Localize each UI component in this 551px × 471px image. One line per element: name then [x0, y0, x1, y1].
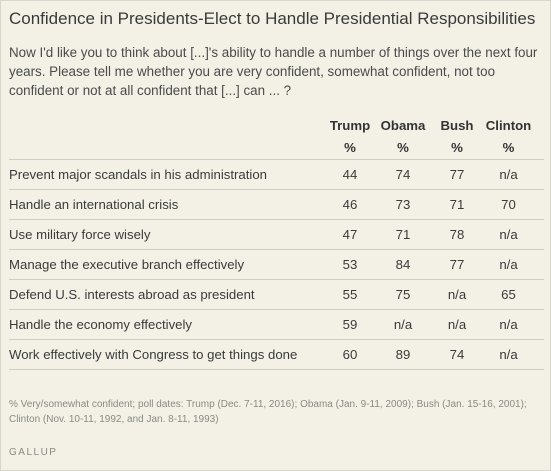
- cell-bush: 78: [449, 227, 465, 242]
- table-row: Handle an international crisis 46 73 71 …: [9, 190, 544, 220]
- row-label: Handle an international crisis: [9, 197, 179, 212]
- cell-clinton: n/a: [499, 317, 518, 332]
- cell-trump: 60: [342, 347, 358, 362]
- table-row: Prevent major scandals in his administra…: [9, 160, 544, 190]
- row-label: Prevent major scandals in his administra…: [9, 167, 268, 182]
- cell-clinton: n/a: [499, 347, 518, 362]
- unit-label: %: [451, 139, 463, 155]
- column-header-obama: Obama: [380, 117, 426, 133]
- cell-clinton: n/a: [499, 257, 518, 272]
- column-header-clinton: Clinton: [485, 117, 532, 133]
- brand-logo-text: GALLUP: [9, 447, 58, 458]
- page-title: Confidence in Presidents-Elect to Handle…: [9, 9, 536, 28]
- cell-bush: 71: [449, 197, 465, 212]
- table-row: Defend U.S. interests abroad as presiden…: [9, 280, 544, 310]
- question-text: Now I'd like you to think about [...]'s …: [9, 45, 538, 98]
- row-label: Handle the economy effectively: [9, 317, 193, 332]
- unit-label: %: [344, 139, 356, 155]
- cell-trump: 47: [342, 227, 358, 242]
- cell-trump: 59: [342, 317, 358, 332]
- cell-bush: 77: [449, 257, 465, 272]
- row-label: Defend U.S. interests abroad as presiden…: [9, 287, 255, 302]
- cell-trump: 53: [342, 257, 358, 272]
- cell-trump: 44: [342, 167, 358, 182]
- cell-clinton: n/a: [499, 227, 518, 242]
- cell-clinton: 70: [501, 197, 516, 212]
- table-row: Use military force wisely 47 71 78 n/a: [9, 220, 544, 250]
- cell-bush: 77: [449, 167, 465, 182]
- cell-trump: 46: [342, 197, 358, 212]
- cell-obama: 74: [395, 167, 411, 182]
- table-unit-row: % % % %: [9, 135, 544, 160]
- unit-label: %: [502, 139, 515, 155]
- footnote: % Very/somewhat confident; poll dates: T…: [9, 399, 527, 425]
- row-label: Work effectively with Congress to get th…: [9, 347, 298, 362]
- column-header-trump: Trump: [329, 117, 371, 133]
- table-row: Work effectively with Congress to get th…: [9, 340, 544, 370]
- unit-label: %: [397, 139, 409, 155]
- results-table: Trump Obama Bush Clinton % % % % Prevent…: [9, 115, 544, 370]
- cell-clinton: 65: [501, 287, 516, 302]
- cell-clinton: n/a: [499, 167, 518, 182]
- cell-obama: 84: [395, 257, 411, 272]
- row-label: Use military force wisely: [9, 227, 151, 242]
- cell-obama: 89: [395, 347, 411, 362]
- cell-trump: 55: [342, 287, 358, 302]
- cell-bush: n/a: [447, 317, 467, 332]
- column-header-bush: Bush: [440, 117, 474, 133]
- table-header-row: Trump Obama Bush Clinton: [9, 115, 544, 135]
- cell-obama: n/a: [393, 317, 413, 332]
- table-row: Handle the economy effectively 59 n/a n/…: [9, 310, 544, 340]
- cell-obama: 71: [395, 227, 411, 242]
- row-label: Manage the executive branch effectively: [9, 257, 245, 272]
- cell-bush: 74: [449, 347, 465, 362]
- cell-obama: 75: [395, 287, 411, 302]
- cell-obama: 73: [395, 197, 411, 212]
- cell-bush: n/a: [447, 287, 467, 302]
- table-row: Manage the executive branch effectively …: [9, 250, 544, 280]
